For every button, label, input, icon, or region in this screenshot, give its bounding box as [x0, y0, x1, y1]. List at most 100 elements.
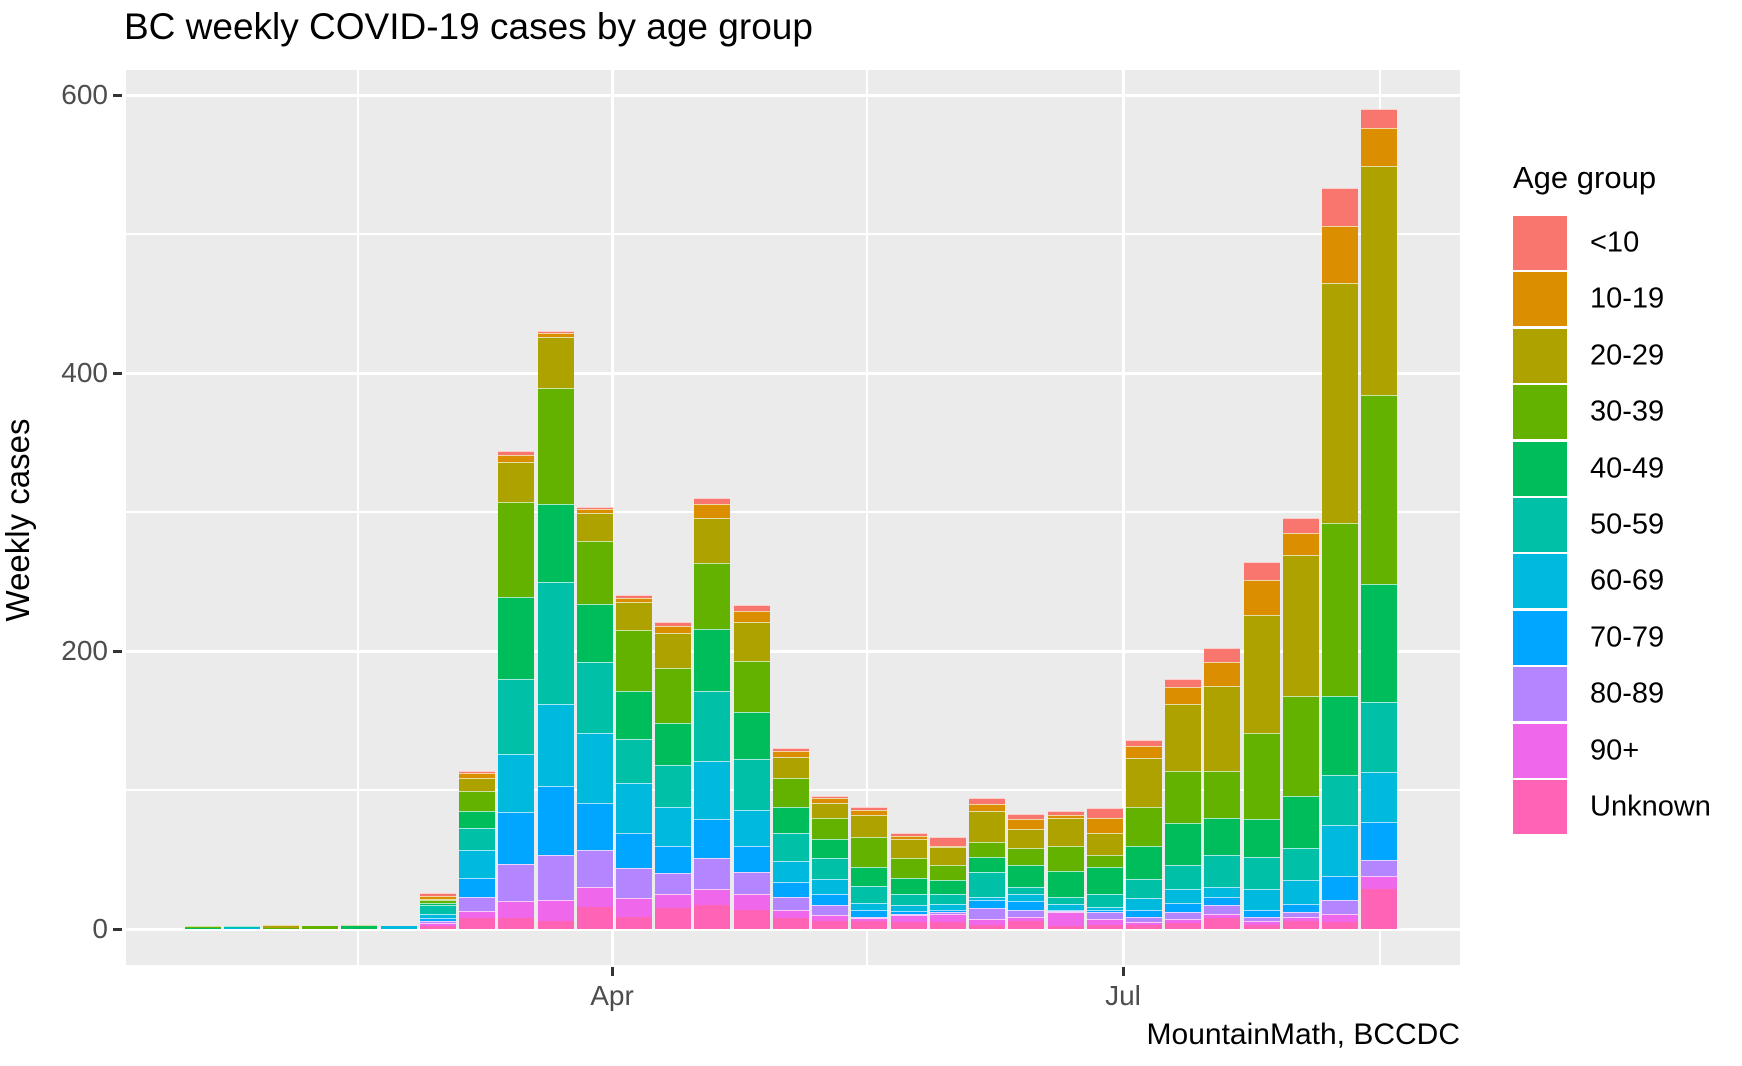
bar-segment-age-20-29	[576, 513, 613, 542]
y-tick-mark	[113, 371, 122, 375]
bar-segment-age-60-69	[1086, 906, 1123, 910]
bar-segment-age-80-89	[576, 849, 613, 888]
bar-segment-age-50-59	[1086, 894, 1123, 907]
y-tick-label: 600	[61, 79, 108, 110]
bar-segment-age-20-29	[498, 462, 535, 503]
legend-swatch	[1513, 554, 1567, 609]
bar-segment-age-80-89	[1282, 912, 1319, 917]
bar-segment-age-50-59	[733, 759, 770, 810]
bar-segment-age-60-69	[1322, 824, 1359, 877]
bar-segment-age-30-39	[733, 660, 770, 713]
bar-week-apr-19	[694, 498, 731, 929]
bar-week-jan-26	[223, 926, 260, 929]
bar-segment-age-10	[812, 795, 849, 799]
bar-segment-age-90	[419, 923, 456, 927]
bar-segment-age-90	[733, 894, 770, 910]
bar-segment-age-30-39	[1165, 770, 1202, 824]
bar-segment-age-70-79	[929, 909, 966, 913]
bar-segment-age-40-49	[851, 866, 888, 886]
bar-segment-age-10-19	[616, 598, 653, 603]
legend-item-10: <10	[1513, 216, 1742, 270]
legend-item-30-39: 30-39	[1513, 385, 1742, 440]
plot-panel	[126, 70, 1460, 965]
bar-segment-age-10-19	[1165, 687, 1202, 704]
bar-segment-age-90	[890, 915, 927, 923]
bar-segment-age-unknown	[1047, 926, 1084, 929]
bar-segment-age-90	[1322, 913, 1359, 923]
bar-segment-age-10	[851, 806, 888, 810]
bar-segment-age-50-59	[1361, 702, 1398, 772]
bar-segment-age-40-49	[812, 838, 849, 859]
bar-week-may-3	[772, 748, 809, 929]
bar-segment-age-10-19	[576, 509, 613, 514]
bar-segment-age-unknown	[1361, 888, 1398, 929]
bar-segment-age-20-29	[419, 898, 456, 900]
legend-label: 10-19	[1590, 282, 1665, 315]
bar-segment-age-70-79	[890, 910, 927, 914]
bar-segment-age-50-59	[576, 662, 613, 734]
bar-segment-age-10-19	[537, 332, 574, 337]
bar-segment-age-30-39	[537, 388, 574, 504]
bar-segment-age-60-69	[1008, 894, 1045, 902]
bar-segment-age-60-69	[655, 806, 692, 846]
bar-segment-age-20-29	[1165, 703, 1202, 771]
legend-swatch	[1513, 441, 1567, 496]
bar-segment-age-90	[694, 888, 731, 906]
bar-segment-age-90	[929, 913, 966, 923]
bar-segment-age-90	[498, 901, 535, 918]
legend-label: 80-89	[1590, 677, 1665, 710]
bar-segment-age-70-79	[1361, 822, 1398, 860]
bar-segment-age-70-79	[1243, 909, 1280, 917]
bar-segment-age-unknown	[1322, 922, 1359, 929]
bar-segment-age-30-39	[694, 563, 731, 629]
bar-segment-age-80-89	[1322, 899, 1359, 914]
bar-segment-age-70-79	[655, 845, 692, 874]
legend-item-20-29: 20-29	[1513, 328, 1742, 383]
bar-week-jul-5	[1126, 740, 1163, 929]
bar-week-feb-16	[341, 924, 378, 929]
bar-segment-age-80-89	[1126, 916, 1163, 923]
bar-segment-age-80-89	[969, 908, 1006, 920]
legend-title: Age group	[1513, 160, 1657, 195]
bar-week-mar-15	[498, 450, 535, 929]
legend-swatch	[1513, 667, 1567, 722]
bar-week-jul-19	[1204, 648, 1241, 929]
bar-segment-age-40-49	[655, 723, 692, 766]
bar-segment-age-80-89	[1047, 910, 1084, 913]
x-tick-label: Apr	[590, 980, 634, 1011]
bar-segment-age-40-49	[576, 603, 613, 663]
bar-segment-age-10-19	[1204, 662, 1241, 686]
bar-segment-age-unknown	[419, 926, 456, 929]
bar-segment-age-20-29	[537, 336, 574, 389]
bar-segment-age-40-49	[341, 926, 378, 929]
bar-segment-age-10	[537, 331, 574, 333]
bar-segment-age-50-59	[969, 872, 1006, 898]
legend-label: Unknown	[1590, 790, 1711, 823]
bar-segment-age-30-39	[419, 899, 456, 903]
bar-segment-age-10-19	[733, 610, 770, 622]
bar-segment-age-50-59	[1322, 774, 1359, 825]
bar-segment-age-40-49	[1126, 845, 1163, 880]
bar-segment-age-30-39	[616, 630, 653, 692]
bar-segment-age-40-49	[1322, 695, 1359, 775]
bar-segment-age-60-69	[694, 760, 731, 820]
bar-segment-age-60-69	[929, 904, 966, 910]
bar-segment-age-unknown	[1243, 924, 1280, 929]
y-tick-label: 400	[61, 357, 108, 388]
bar-segment-age-50-59	[694, 691, 731, 761]
bar-segment-age-40-49	[537, 503, 574, 582]
bar-segment-age-30-39	[812, 817, 849, 839]
bar-segment-age-70-79	[694, 819, 731, 859]
legend-swatch	[1513, 780, 1567, 834]
bar-segment-age-80-89	[537, 855, 574, 900]
bar-segment-age-70-79	[772, 881, 809, 898]
bar-segment-age-50-59	[419, 905, 456, 914]
bar-segment-age-20-29	[262, 924, 299, 928]
bar-segment-age-10	[655, 621, 692, 627]
bar-segment-age-30-39	[890, 858, 927, 878]
bar-week-jun-28	[1086, 808, 1123, 929]
bar-segment-age-70-79	[616, 833, 653, 868]
bar-segment-age-20-29	[616, 602, 653, 631]
bar-segment-age-50-59	[851, 885, 888, 903]
